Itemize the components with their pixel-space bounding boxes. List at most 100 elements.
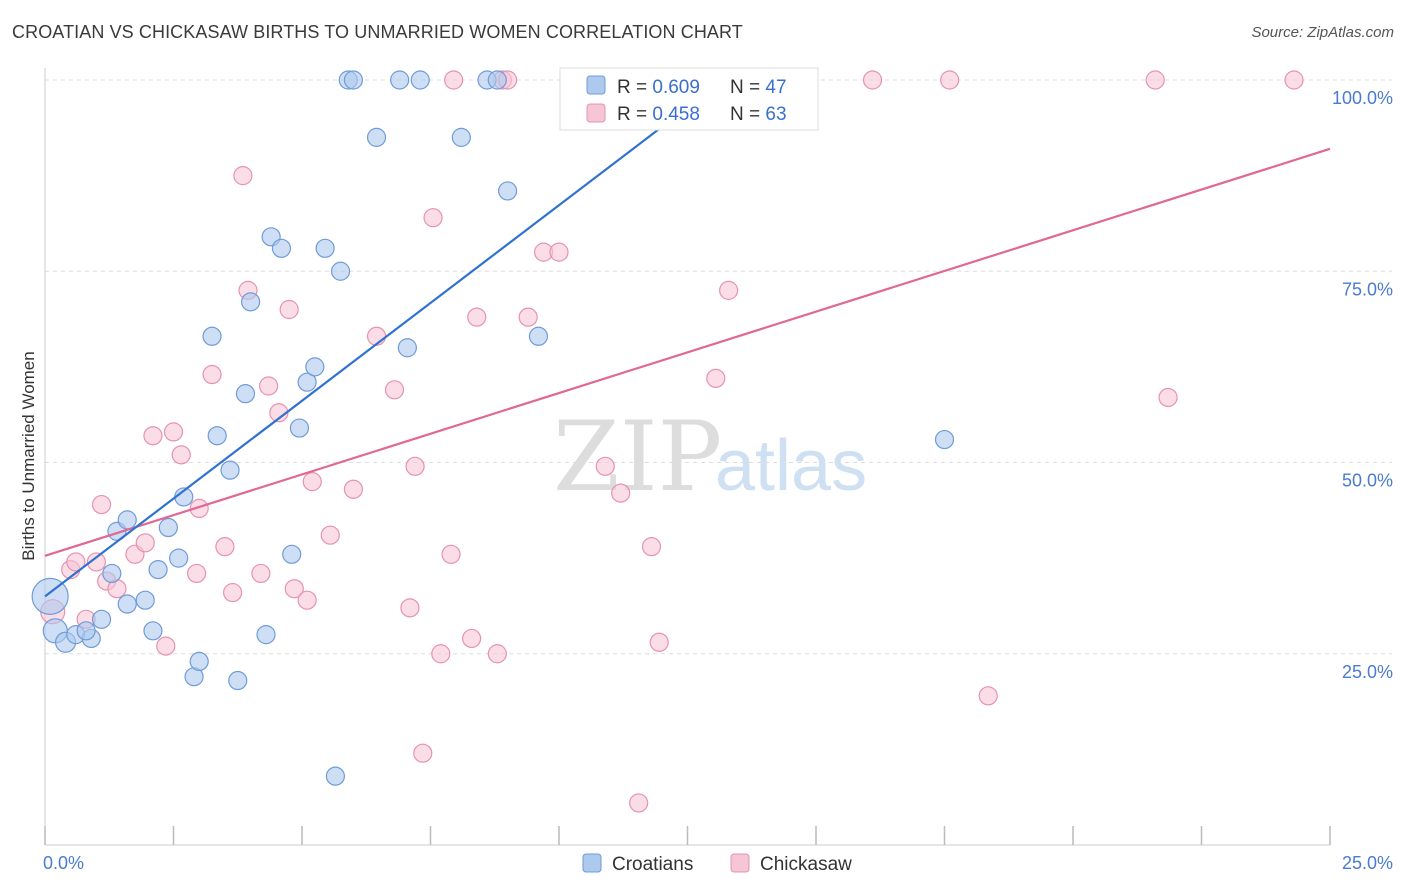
chickasaw-point-27 bbox=[302, 472, 322, 492]
legend-r-value-croatians: 0.609 bbox=[652, 77, 700, 98]
chickasaw-trend-line bbox=[44, 147, 1331, 557]
y-tick-label-75: 75.0% bbox=[1342, 279, 1393, 299]
watermark-atlas: atlas bbox=[715, 426, 867, 506]
legend-swatch-croatians bbox=[586, 75, 606, 95]
series-legend: Croatians Chickasaw bbox=[582, 853, 852, 875]
croatians-point-14 bbox=[158, 517, 178, 538]
chickasaw-point-2 bbox=[66, 552, 86, 572]
croatians-point-39 bbox=[410, 70, 430, 90]
croatians-point-25 bbox=[256, 625, 276, 645]
chickasaw-point-40 bbox=[467, 307, 487, 327]
chickasaw-point-31 bbox=[384, 380, 405, 400]
chickasaw-point-5 bbox=[91, 494, 112, 515]
chickasaw-point-14 bbox=[187, 563, 207, 584]
y-tick-label-50: 50.0% bbox=[1342, 471, 1393, 491]
croatians-point-43 bbox=[487, 70, 507, 90]
chickasaw-point-17 bbox=[215, 537, 235, 557]
croatians-point-15 bbox=[169, 548, 189, 568]
stats-legend: R = 0.609 N = 47 R = 0.458 N = 63 bbox=[559, 67, 819, 131]
croatians-point-21 bbox=[220, 460, 240, 480]
chickasaw-point-25 bbox=[284, 579, 304, 599]
watermark: ZIP atlas bbox=[553, 401, 867, 513]
chickasaw-point-19 bbox=[233, 166, 253, 186]
croatians-point-10 bbox=[117, 594, 137, 614]
chickasaw-point-58 bbox=[1145, 70, 1165, 90]
croatians-point-44 bbox=[498, 181, 518, 201]
croatians-point-33 bbox=[325, 766, 346, 786]
chickasaw-point-38 bbox=[441, 544, 461, 564]
grid-lines bbox=[45, 79, 1392, 655]
legend-r-label-chickasaw: R = bbox=[617, 104, 652, 125]
chickasaw-point-35 bbox=[423, 208, 443, 228]
chickasaw-point-56 bbox=[940, 70, 960, 90]
legend-n-label-croatians: N = bbox=[730, 77, 765, 98]
croatians-point-6 bbox=[91, 609, 112, 629]
croatians-point-20 bbox=[207, 426, 227, 446]
chickasaw-point-9 bbox=[135, 533, 155, 553]
chickasaw-point-47 bbox=[611, 483, 631, 503]
chickasaw-point-39 bbox=[462, 628, 482, 649]
series-swatch-chickasaw bbox=[730, 853, 750, 873]
chickasaw-point-10 bbox=[143, 426, 163, 446]
croatians-point-7 bbox=[102, 563, 122, 584]
croatians-points bbox=[31, 70, 955, 786]
chickasaw-point-4 bbox=[86, 552, 107, 572]
chickasaw-point-36 bbox=[431, 644, 451, 664]
svg-text:R = 0.609: R = 0.609 bbox=[617, 77, 700, 98]
chickasaw-point-15 bbox=[189, 498, 209, 518]
croatians-point-27 bbox=[271, 238, 292, 258]
chickasaw-point-55 bbox=[862, 70, 883, 90]
chickasaw-point-22 bbox=[258, 376, 279, 396]
chickasaw-point-21 bbox=[251, 563, 271, 584]
y-tick-label-25: 25.0% bbox=[1342, 662, 1393, 682]
x-tick-label-min: 0.0% bbox=[43, 853, 84, 873]
chickasaw-point-50 bbox=[649, 632, 669, 652]
chickasaw-point-24 bbox=[279, 299, 299, 320]
x-tick-label-max: 25.0% bbox=[1342, 853, 1393, 873]
legend-r-value-chickasaw: 0.458 bbox=[652, 104, 700, 125]
chickasaw-point-30 bbox=[366, 326, 387, 346]
legend-n-value-chickasaw: 63 bbox=[765, 104, 786, 125]
croatians-trend-line bbox=[44, 79, 725, 598]
croatians-point-28 bbox=[282, 544, 302, 564]
chickasaw-point-45 bbox=[549, 242, 569, 262]
chickasaw-point-32 bbox=[400, 598, 420, 618]
chickasaw-point-57 bbox=[978, 686, 998, 706]
chickasaw-point-12 bbox=[163, 422, 184, 442]
y-axis-label: Births to Unmarried Women bbox=[19, 351, 38, 560]
chickasaw-point-46 bbox=[595, 456, 615, 476]
legend-n-value-croatians: 47 bbox=[765, 77, 786, 98]
croatians-point-22 bbox=[228, 670, 248, 691]
series-swatch-croatians bbox=[582, 853, 602, 873]
source-note: Source: ZipAtlas.com bbox=[1251, 24, 1394, 41]
chart-title: CROATIAN VS CHICKASAW BIRTHS TO UNMARRIE… bbox=[12, 22, 743, 42]
chickasaw-point-37 bbox=[444, 70, 464, 90]
croatians-point-38 bbox=[390, 70, 410, 90]
croatians-point-18 bbox=[189, 651, 209, 672]
chickasaw-point-26 bbox=[297, 590, 317, 610]
y-tick-labels: 25.0% 50.0% 75.0% 100.0% bbox=[1332, 88, 1393, 682]
chickasaw-point-59 bbox=[1158, 387, 1178, 408]
chickasaw-point-48 bbox=[629, 793, 649, 813]
chickasaw-point-53 bbox=[719, 280, 739, 300]
svg-text:N = 63: N = 63 bbox=[730, 104, 787, 125]
legend-r-label-croatians: R = bbox=[617, 77, 652, 98]
svg-text:R = 0.458: R = 0.458 bbox=[617, 104, 700, 125]
chickasaw-point-29 bbox=[343, 479, 363, 499]
chickasaw-point-33 bbox=[405, 456, 425, 476]
croatians-point-29 bbox=[289, 418, 310, 438]
chickasaw-point-34 bbox=[413, 743, 433, 763]
chickasaw-point-43 bbox=[518, 307, 538, 327]
croatians-point-19 bbox=[202, 326, 222, 346]
croatians-point-23 bbox=[235, 384, 256, 404]
series-label-croatians: Croatians bbox=[612, 854, 693, 875]
croatians-point-46 bbox=[934, 429, 955, 450]
croatians-point-31 bbox=[305, 357, 325, 377]
trend-lines bbox=[44, 79, 1331, 598]
croatians-point-12 bbox=[143, 621, 163, 641]
croatians-point-34 bbox=[330, 261, 351, 281]
chickasaw-point-11 bbox=[156, 636, 176, 656]
croatians-point-0 bbox=[31, 577, 69, 615]
chickasaw-point-16 bbox=[202, 364, 222, 385]
chickasaw-point-52 bbox=[706, 368, 726, 388]
